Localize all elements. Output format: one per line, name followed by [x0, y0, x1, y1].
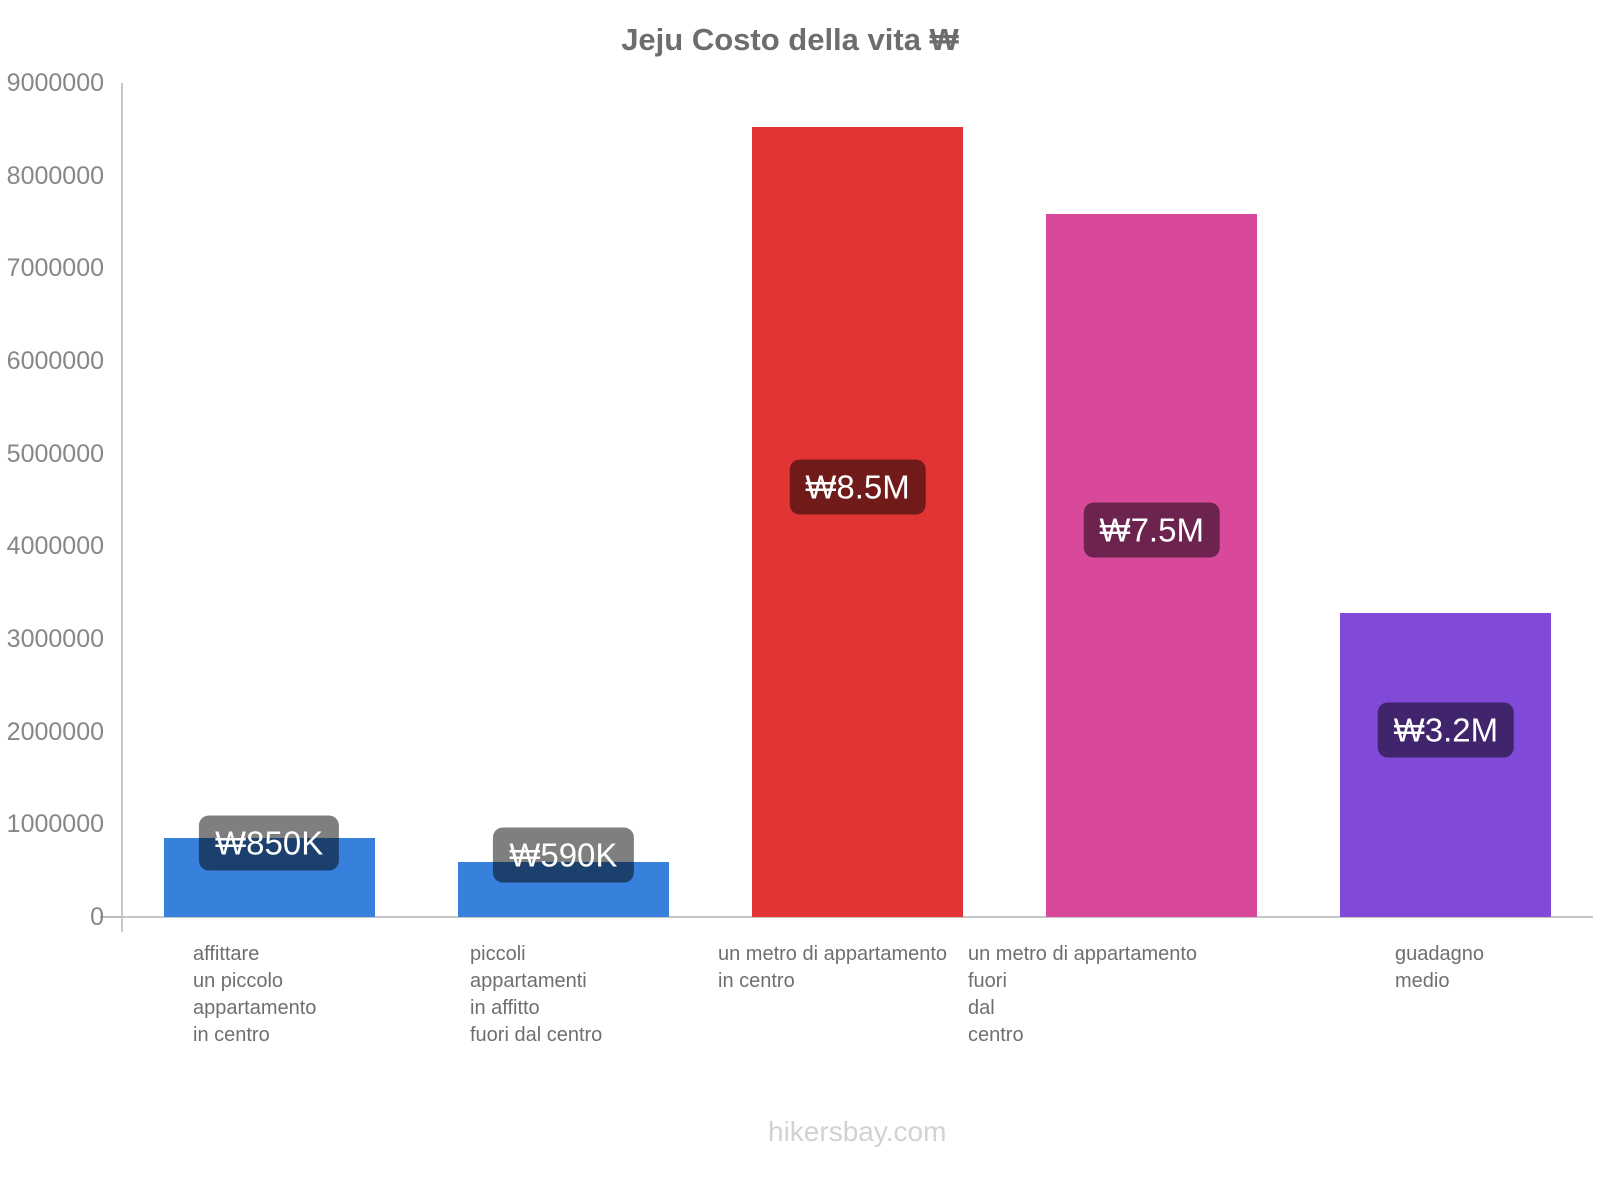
y-tick-label: 5000000: [6, 439, 104, 468]
zero-tick-mark: [100, 916, 122, 918]
bar: [1340, 613, 1552, 917]
y-tick-label: 8000000: [6, 161, 104, 190]
x-axis-category-label: un metro di appartamento in centro: [718, 943, 948, 992]
x-axis-category-label: piccoli appartamenti in affitto fuori dal c…: [470, 943, 603, 1046]
y-tick-label: 0: [90, 903, 104, 931]
bar-value-label: ₩8.5M: [789, 459, 926, 515]
y-tick-label: 9000000: [6, 69, 104, 97]
bar: [752, 126, 963, 917]
chart-title: Jeju Costo della vita ₩: [621, 22, 959, 57]
bar-value-label: ₩3.2M: [1377, 702, 1515, 758]
x-axis-category-label: un metro di appartamento fuori dal centro: [968, 943, 1198, 1046]
y-tick-label: 3000000: [6, 625, 104, 653]
bar-value-label: ₩590K: [493, 827, 634, 883]
y-tick-label: 2000000: [6, 717, 104, 746]
y-tick-label: 6000000: [6, 347, 104, 375]
x-axis-baseline: [121, 916, 1593, 918]
bar: [1046, 213, 1258, 917]
bar-value-label: ₩7.5M: [1083, 502, 1220, 558]
x-axis-category-label: guadagno medio: [1395, 943, 1484, 992]
watermark-text: hikersbay.com: [768, 1116, 947, 1147]
x-axis-category-label: affittare un piccolo appartamento in centro: [193, 943, 317, 1046]
y-axis-line: [121, 83, 123, 932]
y-tick-label: 1000000: [6, 810, 104, 839]
bar-value-label: ₩850K: [198, 815, 340, 871]
y-tick-label: 7000000: [6, 254, 104, 283]
y-tick-label: 4000000: [6, 532, 104, 561]
